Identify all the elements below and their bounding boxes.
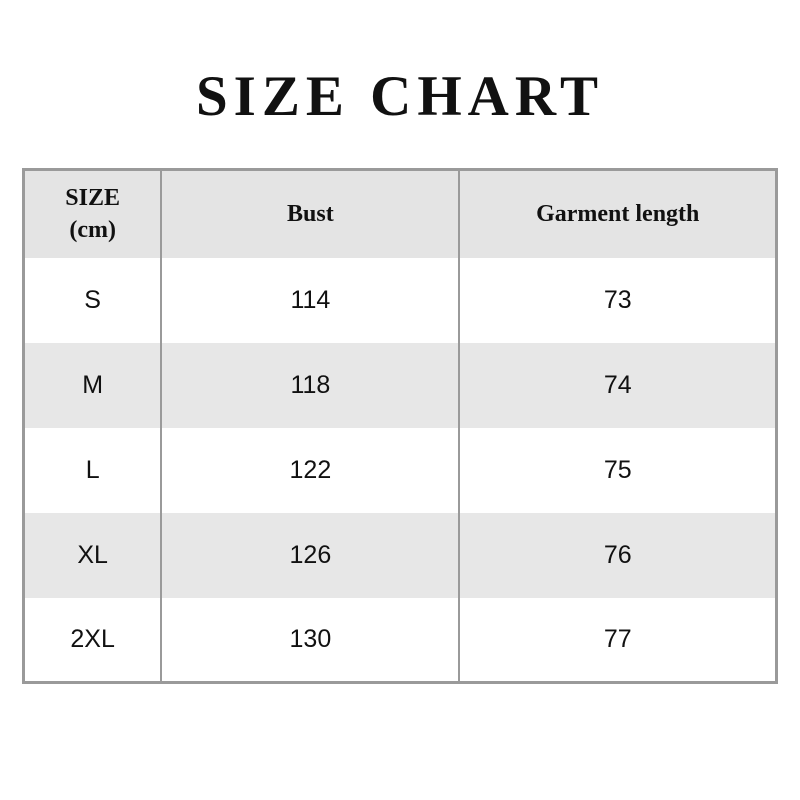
garment-length-cell: 74 bbox=[458, 342, 777, 428]
size-cell: XL bbox=[77, 540, 108, 569]
col-header-size: SIZE (cm) bbox=[24, 170, 162, 258]
col-header-bust: Bust bbox=[160, 169, 460, 258]
size-chart-table: SIZE (cm) Bust Garment length S 114 73 M… bbox=[22, 168, 778, 684]
page-title: SIZE CHART bbox=[195, 65, 604, 128]
table-header-row: SIZE (cm) Bust Garment length bbox=[23, 169, 777, 258]
size-cell: 2XL bbox=[70, 624, 115, 653]
garment-length-cell: 76 bbox=[458, 512, 777, 598]
garment-length-cell: 73 bbox=[458, 257, 777, 343]
size-cell: M bbox=[82, 370, 104, 399]
bust-cell: 122 bbox=[160, 427, 460, 513]
col-header-size-line2: (cm) bbox=[69, 217, 116, 244]
table-row: 2XL 130 77 bbox=[23, 597, 777, 683]
size-cell: S bbox=[84, 285, 101, 314]
bust-cell: 130 bbox=[160, 597, 460, 683]
bust-cell: 118 bbox=[160, 342, 460, 428]
size-cell: L bbox=[85, 455, 100, 484]
col-header-size-line1: SIZE bbox=[65, 184, 120, 211]
table-row: S 114 73 bbox=[23, 257, 777, 343]
col-header-garment-length: Garment length bbox=[458, 169, 777, 258]
table-row: L 122 75 bbox=[23, 427, 777, 513]
garment-length-cell: 75 bbox=[458, 427, 777, 513]
garment-length-cell: 77 bbox=[458, 597, 777, 683]
bust-cell: 126 bbox=[160, 512, 460, 598]
table-row: M 118 74 bbox=[23, 342, 777, 428]
bust-cell: 114 bbox=[160, 257, 460, 343]
table-row: XL 126 76 bbox=[23, 512, 777, 598]
